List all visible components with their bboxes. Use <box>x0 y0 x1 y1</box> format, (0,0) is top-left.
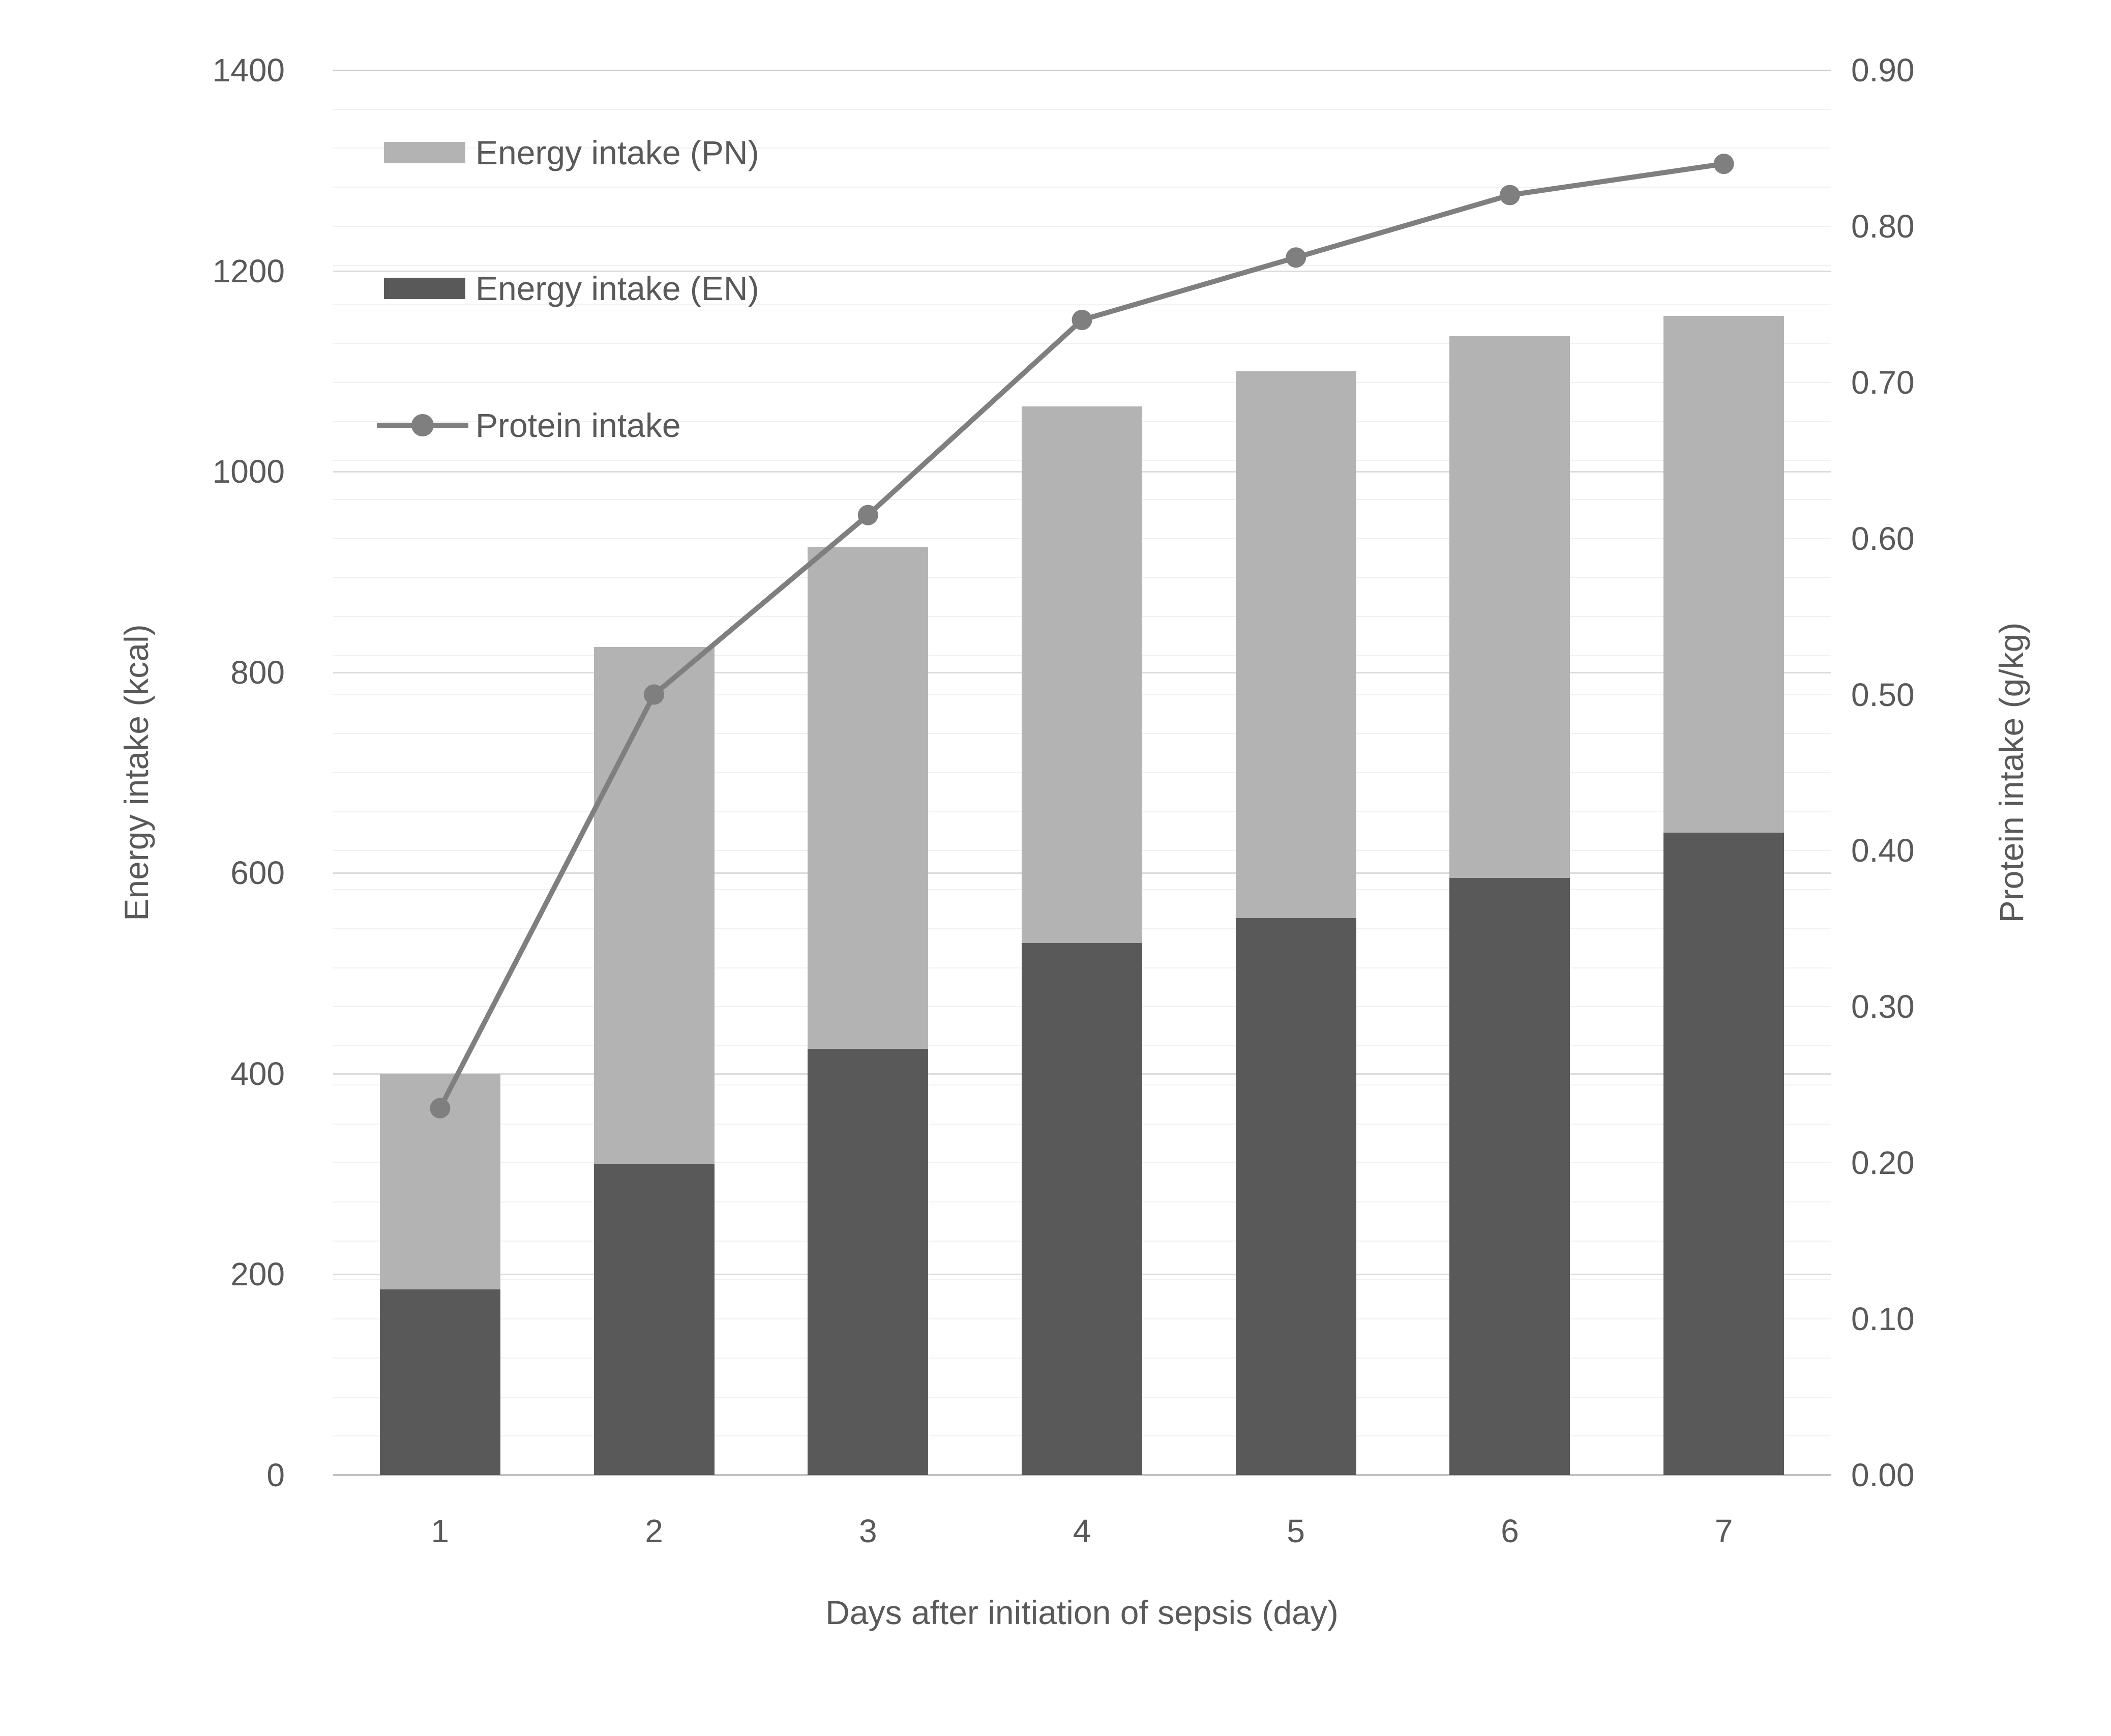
minor-gridline <box>333 148 1831 149</box>
left-axis-tick-600: 600 <box>230 855 285 892</box>
right-axis-tick-0.30: 0.30 <box>1851 988 1915 1025</box>
en-bar-day-3 <box>808 1048 929 1475</box>
right-axis-tick-0.10: 0.10 <box>1851 1301 1915 1338</box>
minor-gridline <box>333 304 1831 305</box>
en-bar-day-6 <box>1449 878 1570 1475</box>
pn-bar-day-3 <box>808 547 929 1049</box>
right-axis-tick-0.60: 0.60 <box>1851 520 1915 557</box>
legend-swatch-en <box>384 278 465 299</box>
x-axis-line <box>333 1474 1831 1476</box>
right-axis-tick-0.50: 0.50 <box>1851 676 1915 713</box>
protein-marker-day-1 <box>430 1098 451 1119</box>
pn-bar-day-6 <box>1449 336 1570 878</box>
pn-bar-day-7 <box>1663 316 1785 833</box>
protein-marker-day-5 <box>1286 247 1306 268</box>
right-axis-tick-0.40: 0.40 <box>1851 832 1915 869</box>
x-axis-tick-2: 2 <box>645 1513 663 1549</box>
pn-bar-day-2 <box>593 647 715 1164</box>
x-axis-tick-5: 5 <box>1287 1513 1305 1549</box>
pn-bar-day-4 <box>1022 406 1142 944</box>
left-axis-tick-800: 800 <box>230 654 285 691</box>
protein-marker-day-7 <box>1713 154 1734 174</box>
en-bar-day-2 <box>593 1164 715 1475</box>
legend-label-en: Energy intake (EN) <box>475 270 759 307</box>
protein-intake-line-layer <box>430 154 1734 1119</box>
left-axis-tick-1400: 1400 <box>212 52 285 89</box>
protein-marker-day-3 <box>857 505 878 525</box>
en-bar-day-1 <box>379 1289 500 1475</box>
minor-gridline <box>333 381 1831 383</box>
right-axis-tick-0.00: 0.00 <box>1851 1457 1915 1493</box>
legend-label-protein: Protein intake <box>475 406 681 444</box>
legend-label-pn: Energy intake (PN) <box>475 134 759 171</box>
right-axis-tick-0.80: 0.80 <box>1851 208 1915 245</box>
x-axis-title: Days after initiation of sepsis (day) <box>825 1594 1339 1631</box>
x-axis-tick-4: 4 <box>1073 1513 1091 1549</box>
en-bar-day-4 <box>1022 943 1142 1475</box>
right-axis-title: Protein intake (g/kg) <box>1993 622 2030 923</box>
protein-marker-day-4 <box>1072 310 1092 331</box>
x-axis-tick-3: 3 <box>858 1513 877 1549</box>
plot-area <box>333 70 1831 1476</box>
minor-gridline <box>333 187 1831 188</box>
minor-gridline <box>333 225 1831 227</box>
protein-marker-day-6 <box>1499 185 1520 205</box>
protein-marker-day-2 <box>644 684 665 705</box>
en-bar-day-7 <box>1663 833 1785 1475</box>
right-axis-tick-0.90: 0.90 <box>1851 52 1915 89</box>
left-axis-tick-1000: 1000 <box>212 453 285 490</box>
legend-line-marker-icon <box>411 414 434 436</box>
left-axis-tick-1200: 1200 <box>212 252 285 289</box>
left-axis-tick-200: 200 <box>230 1256 285 1293</box>
en-bar-day-5 <box>1235 918 1356 1475</box>
x-axis-tick-6: 6 <box>1501 1513 1519 1549</box>
plot-top-gridline <box>333 70 1831 71</box>
pn-bar-day-5 <box>1235 371 1356 919</box>
minor-gridline <box>333 264 1831 266</box>
x-axis-tick-7: 7 <box>1714 1513 1733 1549</box>
minor-gridline <box>333 343 1831 344</box>
x-axis-tick-1: 1 <box>431 1513 450 1549</box>
left-axis-tick-0: 0 <box>266 1457 285 1493</box>
legend-swatch-pn <box>384 142 465 163</box>
right-axis-tick-0.20: 0.20 <box>1851 1144 1915 1182</box>
right-axis-tick-0.70: 0.70 <box>1851 364 1915 401</box>
major-gridline <box>333 270 1831 272</box>
left-axis-tick-400: 400 <box>230 1055 285 1092</box>
minor-gridline <box>333 108 1831 110</box>
